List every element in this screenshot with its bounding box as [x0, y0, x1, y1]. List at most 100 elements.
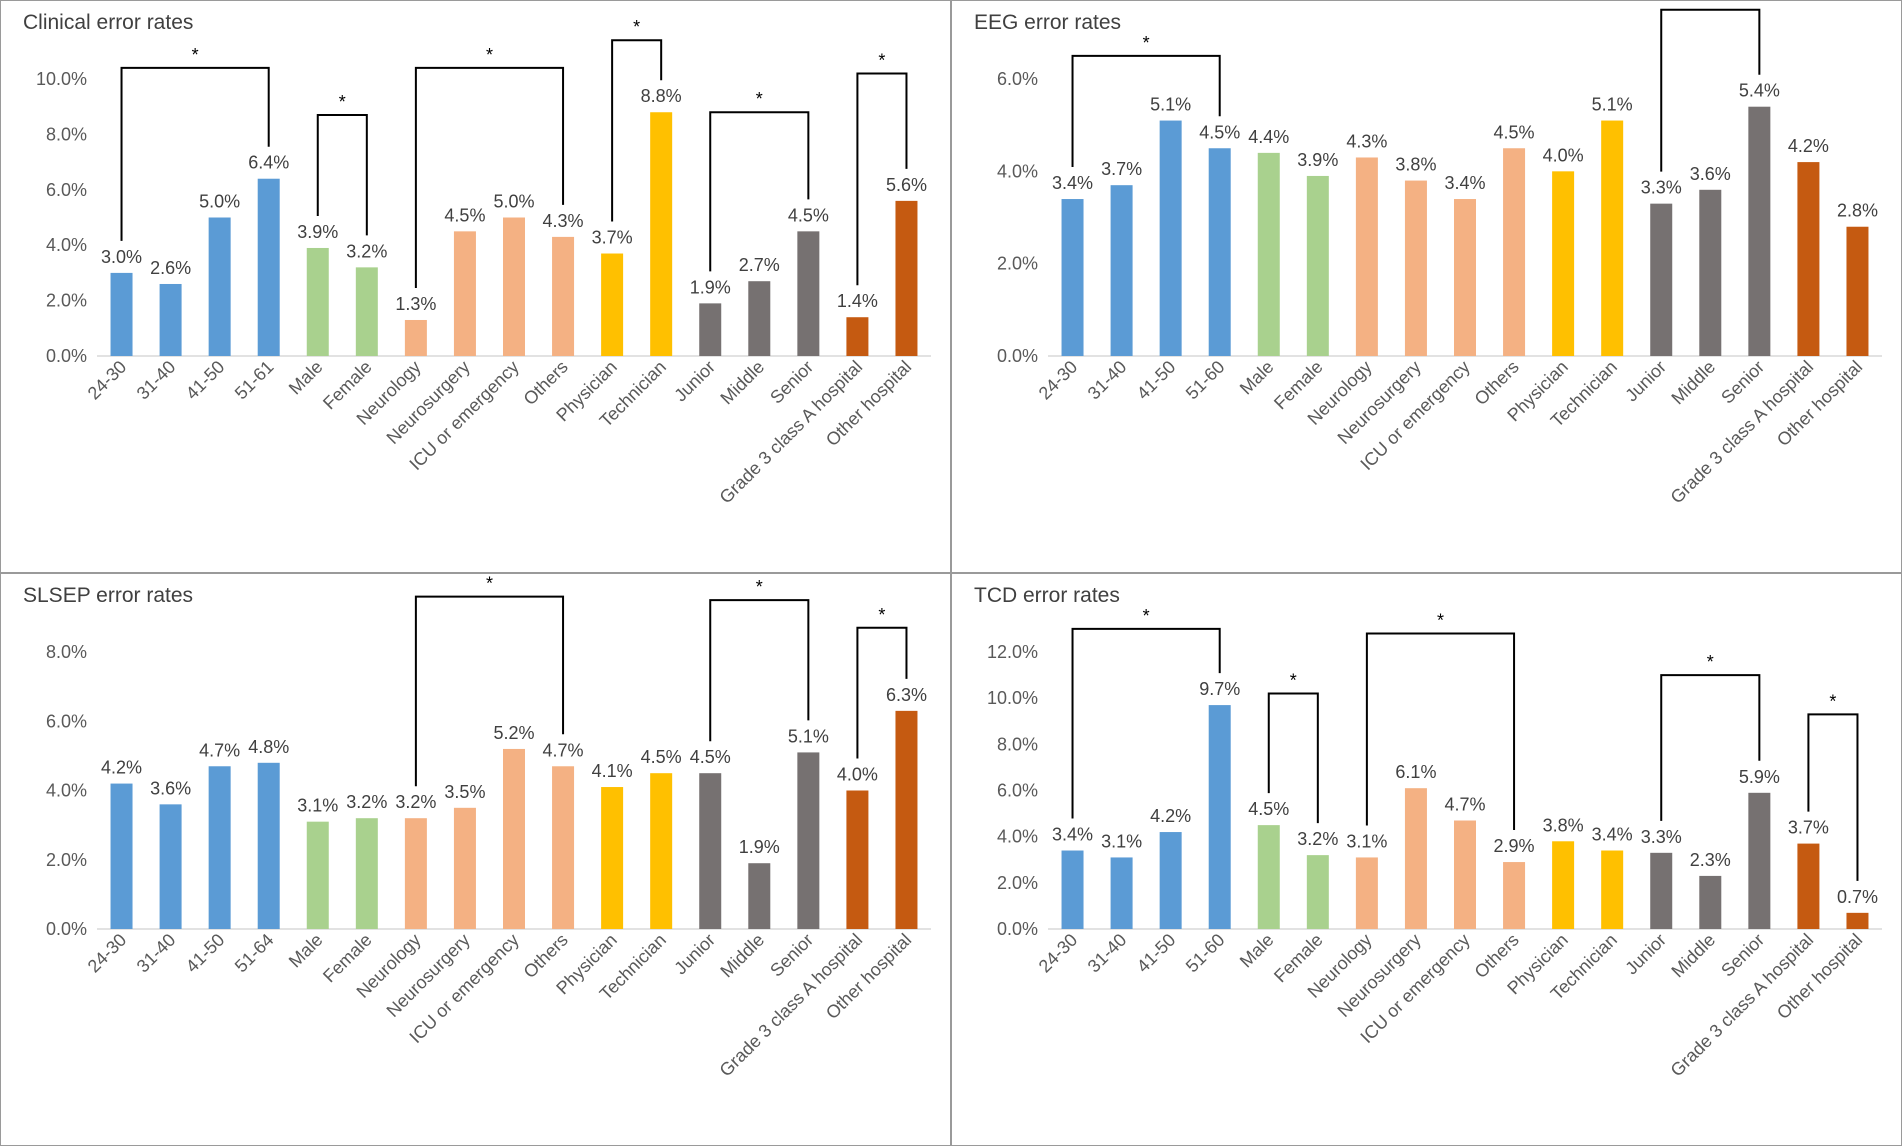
- bar: [355, 818, 378, 929]
- data-label: 2.8%: [1837, 201, 1878, 221]
- bar: [1503, 148, 1526, 356]
- y-tick-label: 2.0%: [46, 850, 87, 870]
- data-label: 4.0%: [837, 765, 878, 785]
- bar: [1454, 199, 1476, 356]
- data-label: 8.8%: [641, 86, 682, 106]
- data-label: 3.2%: [346, 792, 387, 812]
- data-label: 5.0%: [199, 192, 240, 212]
- bar: [306, 821, 329, 929]
- bar: [1355, 857, 1378, 929]
- category-label: Junior: [1621, 930, 1670, 979]
- data-label: 9.7%: [1199, 679, 1240, 699]
- bar: [895, 710, 918, 929]
- data-label: 5.1%: [1592, 95, 1633, 115]
- bar: [699, 773, 722, 929]
- bar: [895, 200, 918, 356]
- data-label: 3.7%: [592, 228, 633, 248]
- bar: [1159, 120, 1182, 356]
- category-label: 41-50: [1133, 930, 1180, 977]
- category-label: Male: [1236, 357, 1278, 399]
- bar: [1846, 912, 1869, 929]
- bar: [797, 752, 820, 929]
- data-label: 3.2%: [346, 241, 387, 261]
- category-label: Junior: [670, 357, 719, 406]
- bar: [1748, 106, 1771, 356]
- significance-bracket: [1660, 8, 1761, 172]
- bar: [1601, 120, 1624, 356]
- data-label: 4.0%: [1543, 145, 1584, 165]
- category-label: 41-50: [182, 357, 229, 404]
- data-label: 3.1%: [1101, 831, 1142, 851]
- category-label: 41-50: [182, 930, 229, 977]
- data-label: 5.1%: [1150, 95, 1191, 115]
- data-label: 4.3%: [1346, 131, 1387, 151]
- y-tick-label: 6.0%: [997, 69, 1038, 89]
- significance-star: *: [486, 574, 493, 594]
- data-label: 1.9%: [690, 277, 731, 297]
- category-label: 51-61: [231, 357, 278, 404]
- bar: [1208, 705, 1231, 929]
- data-label: 4.8%: [248, 737, 289, 757]
- bar: [503, 217, 525, 356]
- chart-panel-slsep: SLSEP error rates 0.0% 2.0% 4.0% 6.0% 8.0% 4.…: [0, 573, 951, 1146]
- y-tick-label: 4.0%: [46, 781, 87, 801]
- data-label: 0.7%: [1837, 887, 1878, 907]
- data-label: 4.5%: [641, 747, 682, 767]
- bar: [110, 783, 133, 929]
- data-label: 4.2%: [101, 758, 142, 778]
- category-label: 24-30: [84, 930, 131, 977]
- bar: [1552, 171, 1575, 356]
- bar: [650, 112, 673, 357]
- bar: [1404, 788, 1427, 929]
- bar: [404, 818, 427, 929]
- category-label: 24-30: [84, 357, 131, 404]
- category-label: 31-40: [133, 930, 180, 977]
- data-label: 3.6%: [1690, 164, 1731, 184]
- bar: [1552, 841, 1575, 929]
- category-label: 31-40: [1084, 930, 1131, 977]
- y-tick-label: 0.0%: [997, 346, 1038, 366]
- bar: [748, 281, 771, 356]
- data-label: 5.6%: [886, 175, 927, 195]
- data-label: 5.1%: [788, 726, 829, 746]
- y-tick-label: 6.0%: [46, 711, 87, 731]
- significance-star: *: [1707, 652, 1714, 672]
- category-label: Middle: [1667, 930, 1719, 982]
- category-label: 31-40: [133, 357, 180, 404]
- significance-star: *: [1143, 33, 1150, 53]
- y-tick-label: 6.0%: [46, 180, 87, 200]
- category-label: 51-60: [1182, 357, 1229, 404]
- significance-bracket: [856, 72, 908, 286]
- bar: [1110, 185, 1133, 356]
- y-tick-label: 2.0%: [997, 254, 1038, 274]
- data-label: 1.4%: [837, 291, 878, 311]
- data-label: 3.6%: [150, 778, 191, 798]
- data-label: 5.4%: [1739, 81, 1780, 101]
- bar: [1797, 843, 1820, 929]
- data-label: 6.1%: [1395, 762, 1436, 782]
- category-label: 24-30: [1035, 357, 1082, 404]
- y-tick-label: 4.0%: [46, 235, 87, 255]
- y-tick-label: 10.0%: [987, 688, 1038, 708]
- significance-bracket: [414, 595, 565, 787]
- data-label: 3.4%: [1052, 173, 1093, 193]
- data-label: 5.0%: [493, 192, 534, 212]
- data-label: 3.7%: [1788, 818, 1829, 838]
- bar: [257, 178, 280, 356]
- data-label: 4.5%: [1199, 122, 1240, 142]
- bar: [453, 231, 476, 356]
- data-label: 3.3%: [1641, 827, 1682, 847]
- y-tick-label: 2.0%: [46, 291, 87, 311]
- bar: [1846, 226, 1869, 356]
- bar: [1404, 180, 1427, 356]
- significance-bracket: [120, 66, 270, 241]
- category-label: Junior: [1621, 357, 1670, 406]
- category-label: Male: [285, 930, 327, 972]
- significance-star: *: [756, 577, 763, 597]
- data-label: 4.5%: [788, 205, 829, 225]
- category-label: Other hospital: [1773, 357, 1866, 450]
- bar: [159, 283, 182, 356]
- bar: [1208, 148, 1231, 356]
- y-tick-label: 6.0%: [997, 781, 1038, 801]
- data-label: 3.3%: [1641, 178, 1682, 198]
